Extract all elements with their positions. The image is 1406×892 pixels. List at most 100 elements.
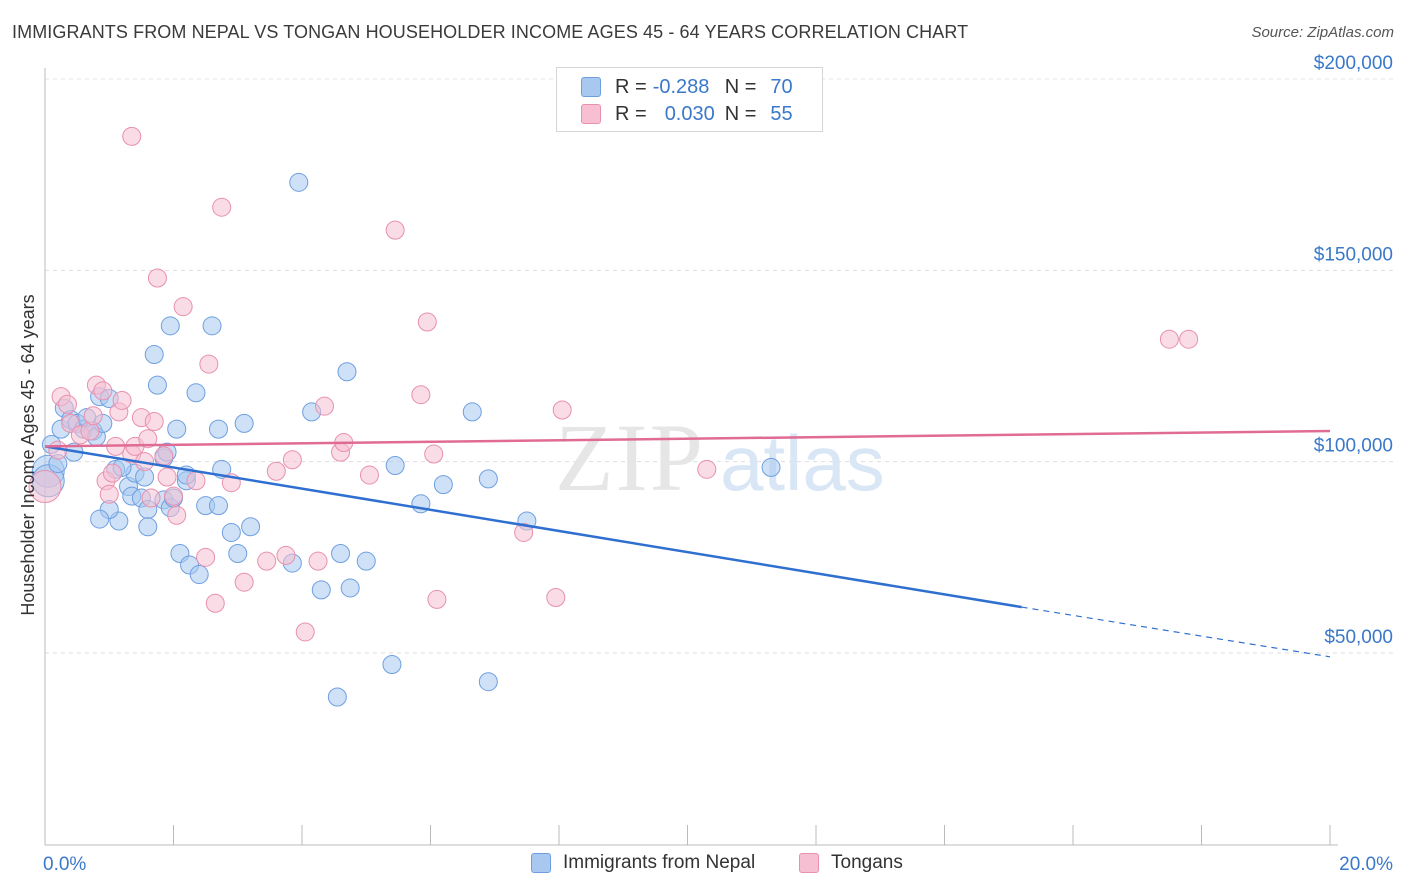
- tongans-point: [234, 572, 254, 592]
- tongans-point: [514, 522, 534, 542]
- watermark: ZIP atlas: [555, 404, 885, 511]
- tongans-point: [417, 312, 437, 332]
- y-tick-label: $200,000: [1314, 53, 1393, 74]
- tongans-point: [99, 484, 119, 504]
- axes: [44, 68, 1338, 846]
- tongans-point: [122, 126, 142, 146]
- tongans-point: [157, 467, 177, 487]
- y-tick-label: $50,000: [1324, 627, 1393, 648]
- r-value: 0.030: [664, 102, 715, 125]
- nepal-point: [382, 654, 402, 674]
- watermark-atlas: atlas: [720, 419, 885, 507]
- n-value: 70: [770, 75, 793, 98]
- series-tongans: [28, 126, 1199, 642]
- r-label: R =: [615, 102, 647, 125]
- nepal-point: [144, 345, 164, 365]
- tongans-point: [199, 354, 219, 374]
- y-tick-label: $150,000: [1314, 244, 1393, 265]
- tongans-point: [138, 429, 158, 449]
- tongans-point: [385, 220, 405, 240]
- nepal-trend-extension: [1021, 606, 1331, 658]
- n-label: N =: [724, 102, 757, 125]
- nepal-point: [385, 455, 405, 475]
- x-tick-label: 20.0%: [1339, 854, 1393, 875]
- gridlines: [45, 78, 1395, 654]
- tongans-point: [80, 421, 100, 441]
- legend-label-nepal: Immigrants from Nepal: [563, 852, 756, 873]
- tongans-point: [212, 197, 232, 217]
- r-value: -0.288: [652, 75, 710, 98]
- nepal-point: [221, 522, 241, 542]
- nepal-point: [234, 413, 254, 433]
- nepal-point: [208, 419, 228, 439]
- tongans-point: [276, 545, 296, 565]
- legend-item-nepal[interactable]: Immigrants from Nepal: [531, 852, 755, 874]
- tongans-point: [147, 268, 167, 288]
- tongans-point: [144, 411, 164, 431]
- chart-title: IMMIGRANTS FROM NEPAL VS TONGAN HOUSEHOL…: [12, 22, 969, 42]
- tongans-point: [28, 470, 62, 504]
- tongans-point: [697, 459, 717, 479]
- y-tick-label: $100,000: [1314, 436, 1393, 457]
- n-label: N =: [724, 75, 757, 98]
- nepal-swatch: [581, 77, 601, 97]
- r-label: R =: [615, 75, 647, 98]
- nepal-point: [289, 172, 309, 192]
- tongans-legend-swatch: [799, 853, 819, 873]
- nepal-point: [340, 578, 360, 598]
- y-axis-label: Householder Income Ages 45 - 64 years: [18, 294, 38, 615]
- tongans-point: [552, 400, 572, 420]
- tongans-point: [266, 461, 286, 481]
- tongans-point: [282, 450, 302, 470]
- tongans-point: [308, 551, 328, 571]
- tongans-point: [186, 471, 206, 491]
- tongans-point: [83, 406, 103, 426]
- legend-item-tongans[interactable]: Tongans: [799, 852, 903, 874]
- nepal-point: [202, 316, 222, 336]
- stats-legend-row-nepal: R = -0.288 N = 70: [581, 74, 793, 100]
- nepal-point: [327, 687, 347, 707]
- nepal-point: [478, 672, 498, 692]
- y-tick-labels: $50,000 $100,000 $150,000 $200,000: [1314, 53, 1393, 648]
- tongans-point: [164, 486, 183, 506]
- tongans-point: [205, 593, 225, 613]
- series-layer: [28, 126, 1199, 707]
- tongans-trend-line: [44, 429, 1331, 448]
- nepal-point: [478, 469, 498, 489]
- series-legend: Immigrants from Nepal Tongans: [0, 852, 1406, 878]
- tongans-point: [359, 465, 379, 485]
- tongans-point: [295, 622, 315, 642]
- tongans-point: [167, 505, 187, 525]
- tongans-point: [196, 547, 216, 567]
- nepal-trend-line: [44, 445, 1022, 609]
- nepal-point: [147, 375, 167, 395]
- tongans-point: [546, 588, 566, 608]
- tongans-point: [173, 297, 193, 317]
- nepal-point: [90, 509, 110, 529]
- source-label: Source: ZipAtlas.com: [1251, 24, 1394, 41]
- nepal-point: [138, 517, 158, 537]
- tongans-swatch: [581, 104, 601, 124]
- x-tick-label: 0.0%: [43, 854, 86, 875]
- x-tick-labels: 0.0% 20.0%: [43, 854, 1393, 875]
- tongans-point: [112, 390, 132, 410]
- nepal-point: [228, 544, 248, 564]
- tongans-point: [257, 551, 277, 571]
- nepal-point: [331, 544, 351, 564]
- legend-label-tongans: Tongans: [831, 852, 903, 873]
- tongans-point: [424, 444, 444, 464]
- tongans-point: [1179, 329, 1199, 349]
- tongans-point: [57, 394, 77, 414]
- tongans-point: [154, 446, 174, 466]
- nepal-point: [160, 316, 180, 336]
- nepal-point: [167, 419, 187, 439]
- tongans-point: [141, 488, 161, 508]
- tongans-point: [427, 589, 447, 609]
- stats-legend-row-tongans: R = 0.030 N = 55: [581, 101, 793, 127]
- trend-layer: [44, 429, 1331, 658]
- tongans-point: [314, 396, 334, 416]
- tongans-point: [93, 381, 113, 401]
- tongans-point: [411, 385, 431, 405]
- nepal-point: [241, 517, 261, 537]
